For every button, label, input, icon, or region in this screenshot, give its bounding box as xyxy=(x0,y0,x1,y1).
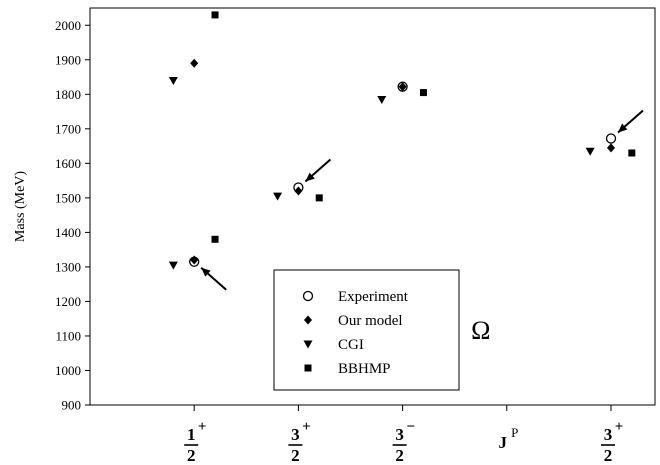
legend-marker xyxy=(303,340,313,349)
point-cgi xyxy=(377,95,387,104)
pointer-arrow xyxy=(617,109,644,134)
point-experiment xyxy=(189,256,200,267)
legend-entry: BBHMP xyxy=(338,361,391,377)
y-tick-label: 2000 xyxy=(55,18,81,33)
point-experiment xyxy=(293,182,304,193)
point-our-model xyxy=(607,143,615,153)
point-experiment xyxy=(605,133,617,144)
x-tick-label: 1 +2 xyxy=(184,419,206,465)
x-tick-label: 3 +2 xyxy=(288,419,311,465)
y-tick-label: 1200 xyxy=(55,294,81,309)
x-fraction-numerator: 3 xyxy=(291,425,300,444)
legend-entry: CGI xyxy=(338,337,364,353)
x-fraction-numerator: 3 xyxy=(604,425,613,444)
legend-marker xyxy=(304,364,312,372)
x-category-label: J xyxy=(499,433,508,452)
y-tick-label: 1800 xyxy=(55,87,81,102)
y-axis-label: Mass (MeV) xyxy=(13,171,28,242)
x-category-sup: P xyxy=(511,425,518,440)
y-tick-label: 1300 xyxy=(55,259,81,274)
point-our-model xyxy=(398,82,407,92)
pointer-arrow xyxy=(304,158,332,183)
x-fraction-denominator: 2 xyxy=(395,446,404,465)
legend-marker xyxy=(302,290,314,302)
pointer-arrow xyxy=(200,266,227,291)
y-axis: 900 1000 1100 1200 1300 1400 1500 1600 1700 1800 1… xyxy=(55,18,90,413)
x-axis: 1 +23 +23 −2JP 3 +2 xyxy=(184,405,623,465)
legend: Experiment Our model CGI BBHMP xyxy=(273,269,460,391)
x-tick-label: JP xyxy=(499,425,519,452)
point-bbhmp xyxy=(211,235,219,243)
group-label: Ω xyxy=(471,316,490,345)
x-tick-label: 3 −2 xyxy=(392,419,415,465)
y-tick-label: 1700 xyxy=(55,121,81,136)
point-experiment xyxy=(397,81,408,92)
legend-entry: Our model xyxy=(338,313,403,329)
point-bbhmp xyxy=(211,11,219,19)
y-tick-label: 1600 xyxy=(55,156,81,171)
data-points xyxy=(168,11,636,270)
point-bbhmp xyxy=(419,89,427,97)
point-cgi xyxy=(168,76,178,85)
legend-box xyxy=(273,269,460,391)
legend-entry: Experiment xyxy=(338,289,409,305)
x-fraction-denominator: 2 xyxy=(291,446,300,465)
y-tick-label: 1400 xyxy=(55,225,81,240)
x-fraction-sup: − xyxy=(406,419,415,435)
x-fraction-sup: + xyxy=(198,419,207,435)
x-fraction-denominator: 2 xyxy=(187,446,196,465)
x-tick-label: 3 +2 xyxy=(601,419,623,465)
y-tick-label: 1500 xyxy=(55,190,81,205)
y-tick-label: 900 xyxy=(62,398,82,413)
x-fraction-numerator: 3 xyxy=(395,425,404,444)
y-tick-label: 1900 xyxy=(55,52,81,67)
point-cgi xyxy=(168,261,178,270)
x-fraction-sup: + xyxy=(302,419,311,435)
plot-frame xyxy=(89,7,656,406)
point-our-model xyxy=(190,58,199,68)
x-fraction-sup: + xyxy=(615,419,624,435)
point-our-model xyxy=(294,186,303,196)
point-bbhmp xyxy=(628,149,636,157)
arrows xyxy=(200,109,644,291)
x-fraction-numerator: 1 xyxy=(187,425,196,444)
y-tick-label: 1100 xyxy=(55,328,81,343)
y-tick-label: 1000 xyxy=(55,363,81,378)
legend-marker xyxy=(304,315,312,325)
point-cgi xyxy=(585,147,595,156)
x-fraction-denominator: 2 xyxy=(604,446,613,465)
point-bbhmp xyxy=(315,194,323,202)
point-cgi xyxy=(273,192,283,201)
